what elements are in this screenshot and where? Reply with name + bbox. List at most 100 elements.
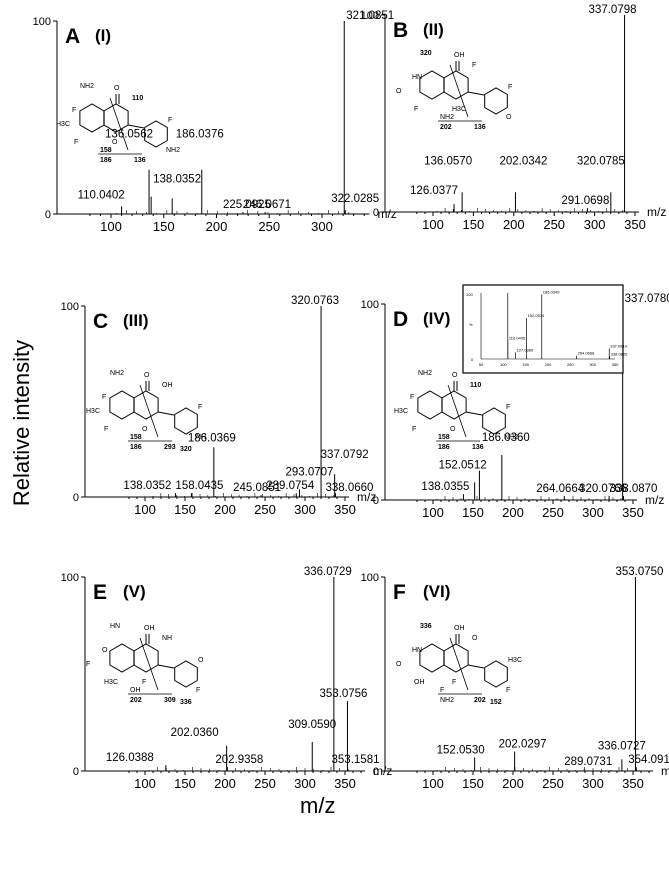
panel-letter: E [93, 581, 107, 604]
structure-label: O [506, 114, 512, 121]
y-tick-label: 100 [361, 10, 379, 22]
structure-label: HN [412, 74, 422, 81]
y-tick-label: 100 [61, 572, 79, 584]
peak-label: 336.0727 [598, 740, 646, 752]
structure-label: 320 [180, 446, 192, 453]
structure-label: O [452, 372, 458, 379]
inset-x-tick: 300 [589, 362, 596, 367]
peak-label: 337.0798 [589, 4, 637, 16]
x-tick-label: 200 [214, 776, 236, 791]
structure-label: H3C [508, 657, 522, 664]
structure-label: NH2 [166, 147, 180, 154]
x-tick-label: 350 [622, 505, 644, 520]
structure-label: NH [162, 635, 172, 642]
structure-label: OH [414, 679, 425, 686]
x-axis-label: m/z [300, 793, 336, 818]
chemical-structure: 336 OH HN O OH F H3C F O F NH2 202 152 [396, 623, 522, 706]
peak-label: 158.0435 [175, 480, 223, 492]
peak-label: 110.0402 [78, 189, 125, 201]
structure-label: NH [196, 434, 206, 441]
structure-label: F [412, 426, 416, 433]
ring-a [419, 643, 445, 673]
structure-label: 202 [440, 124, 452, 131]
x-unit-label: m/z [377, 207, 396, 221]
inset-spectrum: 100% 0 50 100 150 200 250 300 350 127.0389 110.040… [462, 284, 628, 374]
compound-number: (III) [123, 311, 149, 330]
peak-label: 353.0750 [615, 566, 663, 578]
structure-label: OH [130, 687, 141, 694]
peak-label: 353.0756 [319, 688, 367, 700]
structure-label: NH2 [418, 370, 432, 377]
x-tick-label: 350 [334, 776, 356, 791]
bond [467, 91, 485, 96]
structure-label: F [414, 106, 418, 113]
ring-b [484, 660, 508, 688]
structure-label: OH [162, 382, 173, 389]
peak-label: 320.0785 [577, 155, 625, 167]
peak-label: 138.0352 [153, 174, 201, 186]
peak-label: 138.0352 [123, 480, 171, 492]
structure-label: 186 [438, 444, 450, 451]
bond [467, 664, 485, 669]
ring-b [144, 120, 168, 148]
structure-label: 202 [474, 697, 486, 704]
structure-label: 136 [472, 444, 484, 451]
y-tick-label: 0 [373, 766, 379, 778]
peak-label: 321.0851 [346, 10, 394, 22]
structure-label: F [472, 62, 476, 69]
inset-y-tick: 100 [466, 292, 473, 297]
ring-c [133, 390, 159, 420]
structure-label: H3C [86, 408, 100, 415]
structure-label: 158 [100, 147, 112, 154]
peak-label: 353.1581 [332, 754, 380, 766]
chemical-structure: HN OH O F H3C F O F NH OH 202 309 336 [86, 623, 204, 706]
structure-label: NH2 [440, 697, 454, 704]
y-tick-label: 100 [361, 299, 379, 311]
x-unit-label: m/z [645, 493, 664, 507]
inset-peak-label: 110.0405 [509, 336, 526, 341]
y-tick-label: 0 [373, 495, 379, 507]
inset-y-tick: 0 [471, 357, 474, 362]
compound-number: (I) [95, 26, 111, 45]
x-tick-label: 300 [582, 505, 604, 520]
compound-number: (II) [423, 20, 444, 39]
structure-label: 136 [474, 124, 486, 131]
structure-label: H3C [394, 408, 408, 415]
x-tick-label: 300 [294, 776, 316, 791]
panel-letter: F [393, 581, 406, 604]
structure-label: HN [110, 623, 120, 630]
bond [157, 411, 175, 416]
ring-c [443, 70, 469, 100]
structure-label: O [198, 657, 204, 664]
bond [127, 124, 145, 129]
inset-peak-label: 152.0534 [528, 313, 545, 318]
x-tick-label: 100 [100, 219, 122, 234]
structure-label: H3C [104, 679, 118, 686]
peak-label: 202.0297 [499, 739, 547, 751]
structure-label: H3C [452, 106, 466, 113]
x-tick-label: 100 [422, 776, 444, 791]
structure-label: F [506, 404, 510, 411]
structure-label: OH [454, 52, 465, 59]
x-tick-label: 200 [502, 505, 524, 520]
inset-peak-label: 127.0389 [516, 347, 533, 352]
x-tick-label: 250 [258, 219, 280, 234]
x-tick-label: 300 [311, 219, 333, 234]
ring-a [109, 390, 135, 420]
structure-label: H3C [56, 121, 70, 128]
inset-x-tick: 200 [545, 362, 552, 367]
inset-x-tick: 50 [479, 362, 484, 367]
inset-x-tick: 250 [567, 362, 574, 367]
structure-label: 293 [164, 444, 176, 451]
structure-label: F [168, 117, 172, 124]
peak-label: 354.0910 [628, 754, 669, 766]
x-tick-label: 150 [463, 217, 485, 232]
x-tick-label: 150 [462, 505, 484, 520]
structure-label: F [452, 679, 456, 686]
